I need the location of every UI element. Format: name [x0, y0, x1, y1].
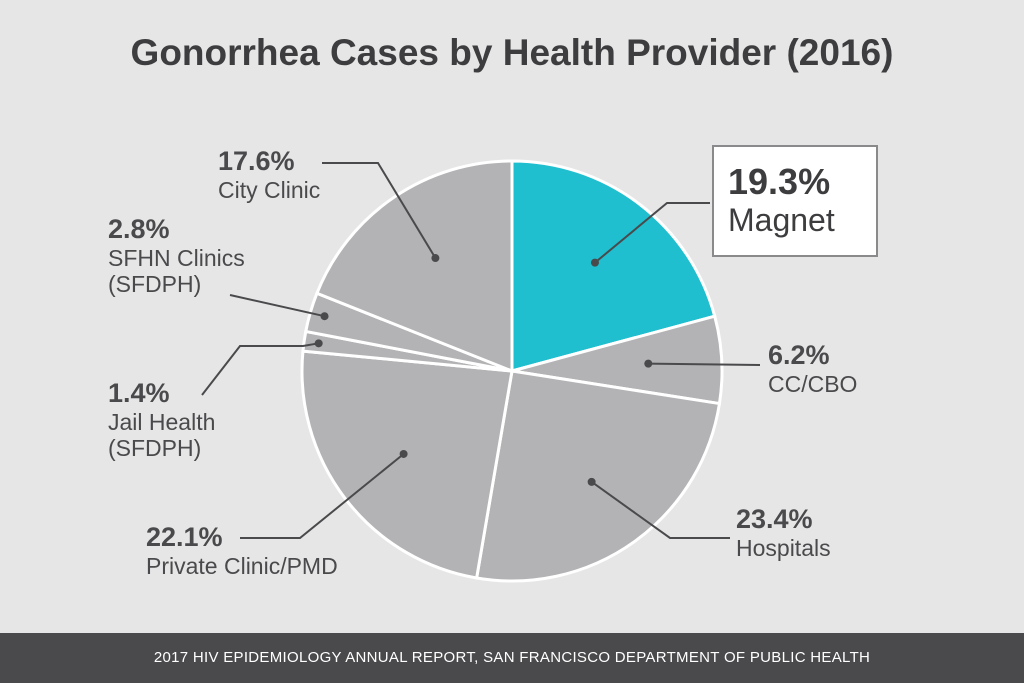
pie-chart [201, 159, 761, 583]
pie-slice-private-clinic [300, 349, 514, 580]
leader-dot-sfhn-clinics [320, 312, 329, 321]
label-hospitals-value: 23.4% [736, 504, 813, 534]
label-sfhn-clinics-name: SFHN Clinics (SFDPH) [108, 245, 245, 298]
leader-dot-jail-health [314, 339, 323, 348]
leader-dot-cc-cbo [644, 359, 653, 368]
leader-lines [201, 162, 761, 539]
leader-dot-city-clinic [431, 254, 440, 263]
chart-title: Gonorrhea Cases by Health Provider (2016… [130, 32, 894, 73]
leader-dot-private-clinic [399, 449, 408, 458]
leader-line-hospitals [591, 481, 730, 539]
leader-line-cc-cbo [648, 362, 761, 366]
label-city-clinic: 17.6% City Clinic [218, 146, 320, 203]
label-city-clinic-value: 17.6% [218, 146, 295, 176]
footer-source: 2017 HIV EPIDEMIOLOGY ANNUAL REPORT, SAN… [0, 633, 1024, 683]
label-magnet: 19.3% Magnet [712, 145, 878, 257]
label-private-clinic: 22.1% Private Clinic/PMD [146, 522, 338, 579]
label-city-clinic-name: City Clinic [218, 177, 321, 204]
label-hospitals-name: Hospitals [736, 535, 831, 562]
label-sfhn-clinics: 2.8% SFHN Clinics (SFDPH) [108, 214, 245, 298]
label-magnet-value: 19.3% [728, 161, 831, 202]
leader-line-magnet [594, 202, 710, 264]
leader-line-private-clinic [240, 453, 405, 539]
leader-dot-magnet [590, 258, 599, 267]
label-cc-cbo-name: CC/CBO [768, 371, 858, 398]
label-jail-health-name: Jail Health (SFDPH) [108, 409, 216, 462]
label-hospitals: 23.4% Hospitals [736, 504, 831, 561]
leader-dot-hospitals [587, 477, 596, 486]
pie-slice-hospitals [474, 369, 722, 583]
label-private-clinic-name: Private Clinic/PMD [146, 553, 338, 580]
label-jail-health: 1.4% Jail Health (SFDPH) [108, 378, 215, 462]
pie-slice-magnet [510, 159, 717, 373]
pie-slices [300, 159, 724, 583]
label-sfhn-clinics-value: 2.8% [108, 214, 170, 244]
leader-line-city-clinic [322, 162, 437, 259]
pie-slice-city-clinic [314, 159, 514, 374]
label-cc-cbo-value: 6.2% [768, 340, 830, 370]
leader-line-jail-health [201, 342, 319, 396]
leader-line-sfhn-clinics [229, 294, 325, 318]
label-jail-health-value: 1.4% [108, 378, 170, 408]
label-cc-cbo: 6.2% CC/CBO [768, 340, 857, 397]
label-magnet-name: Magnet [728, 202, 835, 239]
label-private-clinic-value: 22.1% [146, 522, 223, 552]
